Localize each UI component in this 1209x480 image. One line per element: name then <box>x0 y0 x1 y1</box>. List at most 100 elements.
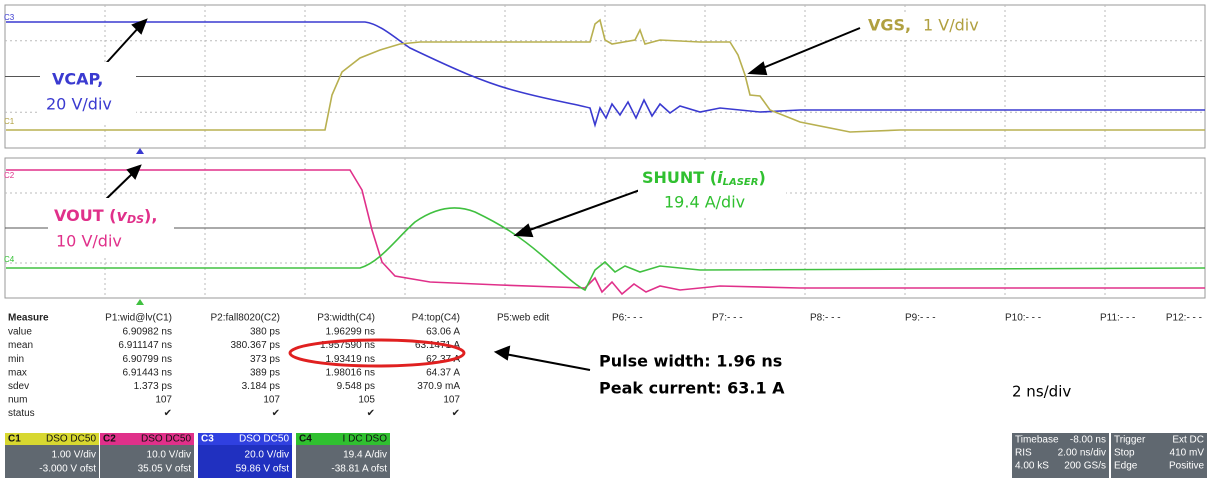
vout-label-c: DS <box>127 213 144 226</box>
shunt-scale: 19.4 A/div <box>664 193 745 212</box>
channel-tags: DSO DC50 <box>46 434 96 445</box>
table-cell: ✔ <box>272 408 280 419</box>
table-cell: 6.91443 ns <box>123 367 173 378</box>
table-header: P4:top(C4) <box>412 313 460 324</box>
table-cell: 1.957590 ns <box>320 340 375 351</box>
table-cell: 62.37 A <box>426 354 460 365</box>
table-cell: 107 <box>443 395 460 406</box>
table-cell: ✔ <box>367 408 375 419</box>
trigger-box-value: 410 mV <box>1170 448 1205 459</box>
trigger-box-key: Trigger <box>1114 435 1146 446</box>
trace-label: C2 <box>4 171 15 180</box>
trigger-marker <box>136 299 144 305</box>
vout-scale: 10 V/div <box>56 232 122 251</box>
trigger-marker <box>136 148 144 154</box>
pulse-width-note: Pulse width: 1.96 ns <box>599 352 782 371</box>
table-cell: 63.06 A <box>426 327 460 338</box>
table-cell: 1.93419 ns <box>326 354 376 365</box>
table-header: P11:- - - <box>1100 313 1135 324</box>
table-cell: 107 <box>155 395 172 406</box>
vout-label-d: ), <box>144 206 157 225</box>
channel-label: C1 <box>8 434 21 445</box>
channel-offset: 35.05 V ofst <box>138 464 192 475</box>
shunt-label: SHUNT (iLASER) <box>642 168 766 189</box>
vgs-trace <box>6 18 1205 133</box>
trigger-box-key: Edge <box>1114 461 1138 472</box>
table-cell: 64.37 A <box>426 367 460 378</box>
timebase-box-key: 4.00 kS <box>1015 461 1049 472</box>
row-label: sdev <box>8 381 29 392</box>
channel-label: C2 <box>103 434 116 445</box>
vgs-scale: 1 V/div <box>923 16 979 35</box>
table-cell: 1.98016 ns <box>326 367 376 378</box>
timebase-box-value: 200 GS/s <box>1064 461 1106 472</box>
table-header: P10:- - - <box>1005 313 1041 324</box>
channel-offset: -38.81 A ofst <box>331 464 387 475</box>
channel-tags: I DC DSO <box>343 434 388 445</box>
shunt-trace <box>6 207 1206 292</box>
vout-label-b: v <box>117 206 128 225</box>
channel-offset: 59.86 V ofst <box>236 464 290 475</box>
measure-table: Measure P1:wid@lv(C1) P2:fall8020(C2) P3:wi… <box>8 313 1202 420</box>
row-label: value <box>8 327 32 338</box>
grids: C3 C1 C2 C4 <box>4 4 1206 299</box>
channel-header <box>296 433 390 445</box>
channel-offset: -3.000 V ofst <box>39 464 96 475</box>
table-cell: 6.90799 ns <box>123 354 173 365</box>
peak-current-note: Peak current: 63.1 A <box>599 379 785 398</box>
table-cell: ✔ <box>164 408 172 419</box>
channel-header <box>198 433 292 445</box>
table-header: Measure <box>8 313 49 324</box>
row-label: status <box>8 408 35 419</box>
vout-trace <box>6 169 1205 296</box>
trigger-box-key: Stop <box>1114 448 1135 459</box>
table-cell: 370.9 mA <box>417 381 460 392</box>
table-header: P6:- - - <box>612 313 643 324</box>
channel-label: C4 <box>299 434 312 445</box>
table-cell: 389 ps <box>250 367 280 378</box>
channel-header <box>5 433 99 445</box>
channel-tags: DSO DC50 <box>141 434 191 445</box>
table-cell: 6.911147 ns <box>118 340 172 351</box>
shunt-label-b: i <box>717 168 723 187</box>
timebase-box-key: Timebase <box>1015 435 1059 446</box>
table-header: P7:- - - <box>712 313 743 324</box>
trace-label: C4 <box>4 255 15 264</box>
table-cell: 1.373 ps <box>134 381 172 392</box>
vout-label-a: VOUT ( <box>54 206 117 225</box>
highlight-ellipse <box>288 338 466 368</box>
timebase-box-key: RIS <box>1015 448 1032 459</box>
table-cell: 9.548 ps <box>337 381 375 392</box>
table-header: P1:wid@lv(C1) <box>105 313 172 324</box>
vout-label: VOUT (vDS), <box>54 206 157 227</box>
channel-scale: 19.4 A/div <box>343 450 387 461</box>
trace-label: C1 <box>4 117 15 126</box>
channel-scale: 20.0 V/div <box>245 450 289 461</box>
table-cell: 3.184 ps <box>242 381 280 392</box>
shunt-label-d: ) <box>758 168 765 187</box>
table-cell: 380.367 ps <box>231 340 281 351</box>
timebase-box <box>1012 433 1109 478</box>
table-header: P12:- - - <box>1166 313 1202 324</box>
timebase-note: 2 ns/div <box>1012 383 1071 401</box>
table-header: P8:- - - <box>810 313 841 324</box>
row-label: mean <box>8 340 33 351</box>
trigger-box <box>1111 433 1207 478</box>
shunt-label-c: LASER <box>723 177 759 188</box>
channel-scale: 1.00 V/div <box>52 450 96 461</box>
table-header: P2:fall8020(C2) <box>211 313 280 324</box>
timebase-box-value: 2.00 ns/div <box>1058 448 1106 459</box>
table-cell: ✔ <box>452 408 460 419</box>
timebase-box-value: -8.00 ns <box>1070 435 1106 446</box>
row-label: max <box>8 367 27 378</box>
table-header: P9:- - - <box>905 313 936 324</box>
vcap-label: VCAP, <box>52 70 103 89</box>
table-cell: 63.1471 A <box>415 340 460 351</box>
trigger-box-value: Positive <box>1169 461 1204 472</box>
status-boxes: C1 DSO DC50 1.00 V/div -3.000 V ofst C2 DSO D… <box>5 433 1207 478</box>
channel-scale: 10.0 V/div <box>147 450 191 461</box>
vcap-scale: 20 V/div <box>46 95 112 114</box>
table-cell: 1.96299 ns <box>326 327 376 338</box>
